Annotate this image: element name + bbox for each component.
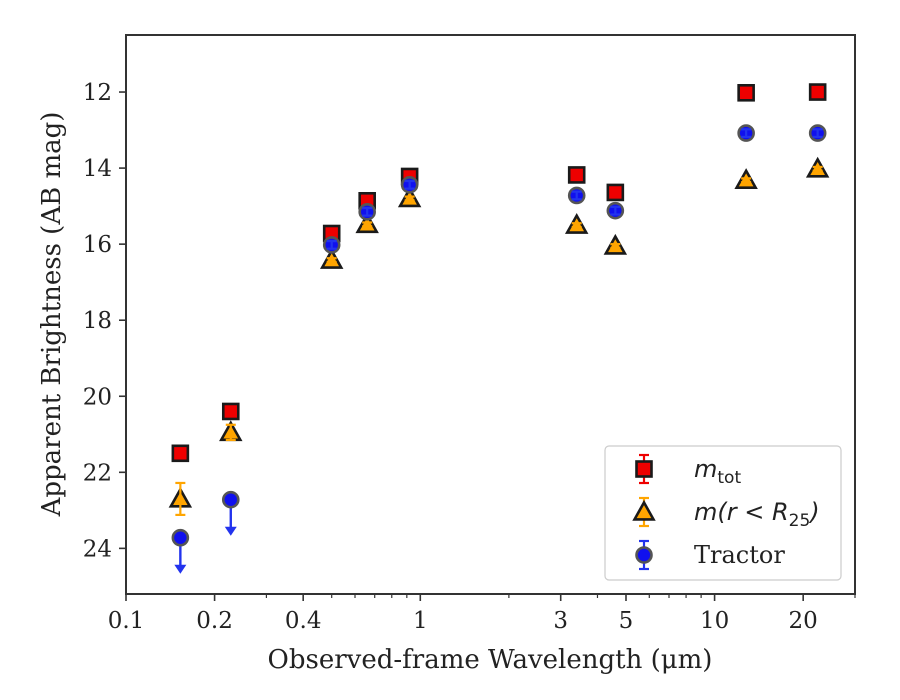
- tick-labels: 0.1 0.2 0.4 1 3 5 10 20 12 14 16 18 20 22 24: [83, 80, 818, 634]
- upper-limit-arrowhead: [224, 526, 237, 536]
- legend-frame: [604, 445, 842, 581]
- legend-marker-tractor: [635, 546, 653, 564]
- x-tick-label: 0.2: [196, 608, 233, 634]
- legend-label-tractor: Tractor: [694, 541, 785, 569]
- marker-tractor: [171, 528, 190, 547]
- series-tractor: [171, 124, 827, 574]
- x-tick-label: 0.1: [108, 608, 145, 634]
- series-mr25: [168, 156, 830, 517]
- x-tick-label: 3: [553, 608, 568, 634]
- legend-entry-mtot: mtot: [635, 453, 741, 488]
- x-tick-label: 5: [619, 608, 634, 634]
- x-tick-label: 0.4: [285, 608, 322, 634]
- y-tick-label: 24: [83, 536, 112, 562]
- y-tick-label: 22: [83, 460, 112, 486]
- y-tick-label: 12: [83, 80, 112, 106]
- series-mtot: [171, 83, 827, 463]
- x-tick-label: 1: [413, 608, 428, 634]
- legend-label-mr25: m(r < R25): [694, 498, 820, 531]
- marker-tractor: [221, 490, 240, 509]
- plot-frame: [125, 34, 856, 595]
- legend-marker-mtot: [635, 460, 653, 478]
- legend-marker-mr25: [632, 499, 656, 521]
- y-tick-label: 14: [83, 156, 112, 182]
- legend-entry-mr25: m(r < R25): [632, 496, 820, 531]
- x-axis-title: Observed-frame Wavelength (μm): [268, 645, 713, 675]
- legend-entry-tractor: Tractor: [635, 539, 785, 571]
- y-axis-title: Apparent Brightness (AB mag): [37, 112, 67, 518]
- x-tick-label: 20: [789, 608, 818, 634]
- y-tick-label: 20: [83, 384, 112, 410]
- y-tick-label: 16: [83, 232, 112, 258]
- upper-limit-arrowhead: [174, 564, 187, 574]
- legend: mtot m(r < R25) Tractor: [604, 445, 842, 581]
- data-points: [168, 83, 830, 574]
- y-tick-label: 18: [83, 308, 112, 334]
- x-tick-label: 10: [700, 608, 729, 634]
- legend-label-mtot: mtot: [694, 455, 741, 488]
